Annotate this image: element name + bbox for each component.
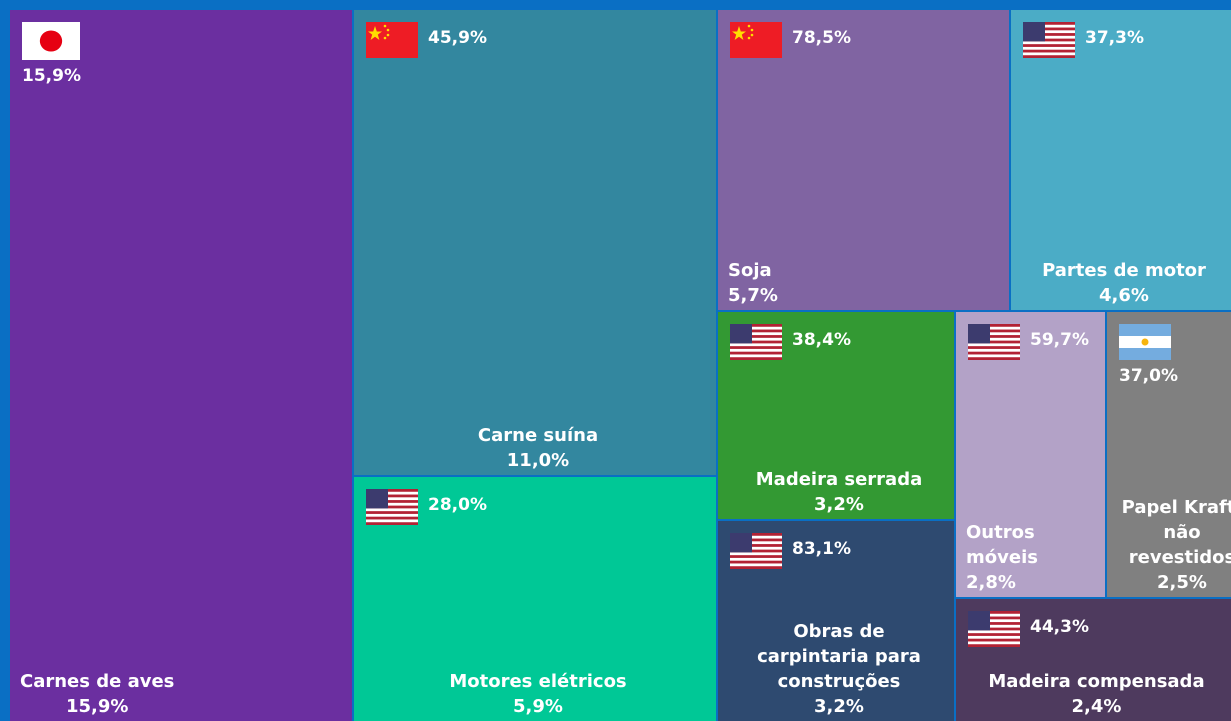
tile: 15,9% Carnes de aves 15,9% [10,10,352,721]
tile-header: 59,7% [968,324,1089,360]
country-share: 78,5% [792,28,851,48]
tile-value: 5,7% [728,285,778,306]
label-block: Madeira compensada 2,4% [988,669,1204,719]
tile-label: Madeira compensada 2,4% [966,669,1227,719]
label-block: Partes de motor 4,6% [1042,258,1206,308]
tile-header: 45,9% [366,22,487,58]
tile-name: Outros móveis [966,522,1038,568]
flag [1023,22,1075,58]
label-block: Carne suína 11,0% [478,423,598,473]
tile: 37,3% Partes de motor 4,6% [1011,10,1231,310]
flag [730,533,782,569]
flag [22,22,80,60]
country-share: 37,3% [1085,28,1144,48]
tile-header: 15,9% [22,22,81,86]
label-block: Papel Kraft, não revestidos 2,5% [1117,495,1231,595]
tile-value: 4,6% [1099,285,1149,306]
country-share: 28,0% [428,495,487,515]
tile-header: 38,4% [730,324,851,360]
tile-name: Partes de motor [1042,260,1206,281]
label-block: Soja 5,7% [728,258,778,308]
tile-value: 2,5% [1157,572,1207,593]
tile-header: 37,0% [1119,324,1178,386]
country-share: 38,4% [792,330,851,350]
flag [366,22,418,58]
tile-name: Soja [728,260,772,281]
tile-label: Madeira serrada 3,2% [728,467,950,517]
tile-value: 2,4% [1071,696,1122,717]
tile-value: 11,0% [506,450,570,471]
tile: 78,5% Soja 5,7% [718,10,1009,310]
label-block: Motores elétricos 5,9% [449,669,626,719]
label-block: Madeira serrada 3,2% [756,467,922,517]
tile-label: Carne suína 11,0% [364,423,712,473]
tile: 44,3% Madeira compensada 2,4% [956,599,1231,721]
tile-label: Obras de carpintaria para construções 3,2… [728,619,950,719]
country-share: 83,1% [792,539,851,559]
tile-header: 83,1% [730,533,851,569]
country-share: 59,7% [1030,330,1089,350]
country-share: 45,9% [428,28,487,48]
tile-header: 78,5% [730,22,851,58]
country-share: 44,3% [1030,617,1089,637]
tile-label: Partes de motor 4,6% [1021,258,1227,308]
tile-header: 37,3% [1023,22,1144,58]
tile-value: 5,9% [513,696,563,717]
tile-header: 44,3% [968,611,1089,647]
tile-label: Papel Kraft, não revestidos 2,5% [1117,495,1231,595]
flag [730,22,782,58]
tile: 83,1% Obras de carpintaria para construçõ… [718,521,954,721]
country-share: 15,9% [22,66,81,86]
tile: 59,7% Outros móveis 2,8% [956,312,1105,597]
flag [968,611,1020,647]
tile: 45,9% Carne suína 11,0% [354,10,716,475]
tile-name: Carne suína [477,425,599,446]
tile-name: Madeira compensada [988,671,1205,692]
tile-name: Motores elétricos [449,671,627,692]
tile-label: Soja 5,7% [728,258,1005,308]
tile-name: Obras de carpintaria para construções [757,621,921,692]
tile-value: 2,8% [966,572,1016,593]
label-block: Outros móveis 2,8% [966,520,1066,595]
country-share: 37,0% [1119,366,1178,386]
tile-label: Motores elétricos 5,9% [364,669,712,719]
tile: 38,4% Madeira serrada 3,2% [718,312,954,519]
tile-value: 3,2% [814,696,864,717]
tile-name: Carnes de aves [20,671,175,692]
flag [730,324,782,360]
tile-label: Carnes de aves 15,9% [20,669,348,719]
label-block: Obras de carpintaria para construções 3,2… [739,619,939,719]
flag [968,324,1020,360]
tile: 28,0% Motores elétricos 5,9% [354,477,716,721]
flag [1119,324,1171,360]
tile-header: 28,0% [366,489,487,525]
tile-label: Outros móveis 2,8% [966,520,1101,595]
tile-name: Papel Kraft, não revestidos [1121,497,1231,568]
tile: 37,0% Papel Kraft, não revestidos 2,5% [1107,312,1231,597]
flag [366,489,418,525]
tile-name: Madeira serrada [755,469,923,490]
label-block: Carnes de aves 15,9% [20,669,174,719]
tile-value: 3,2% [814,494,864,515]
tile-value: 15,9% [65,696,129,717]
